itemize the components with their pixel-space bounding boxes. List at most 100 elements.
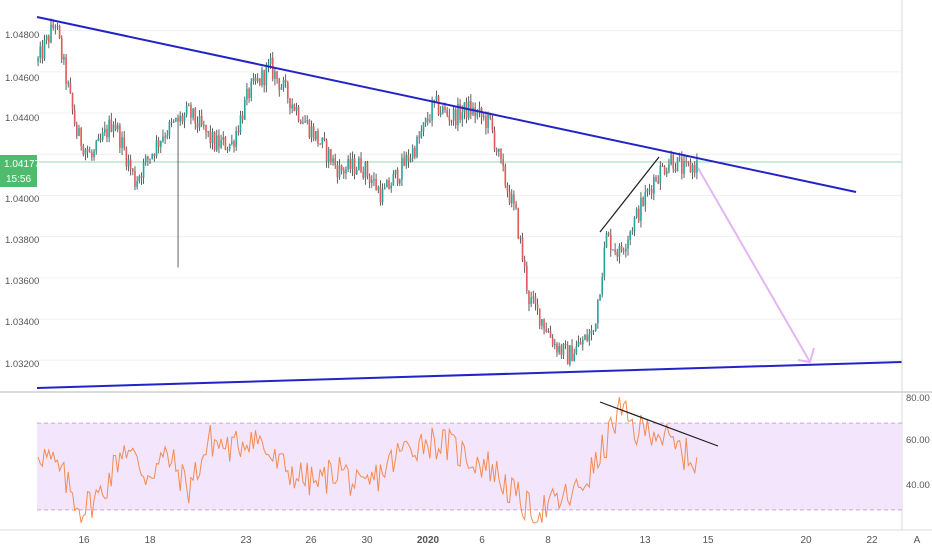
price-tick-7: 1.03600 <box>5 276 39 287</box>
candle-body <box>392 174 395 186</box>
candle-body <box>491 118 494 131</box>
candle-body <box>489 113 492 119</box>
candle-body <box>366 162 369 177</box>
rsi-pane[interactable]: 80.00 60.00 40.00 <box>37 393 930 524</box>
candle-body <box>614 249 616 252</box>
candle-body <box>403 157 405 166</box>
candle-body <box>177 117 179 122</box>
candle-body <box>73 109 76 125</box>
auto-scale-button[interactable]: A <box>914 535 921 546</box>
candle-body <box>175 117 177 122</box>
projection-arrow[interactable] <box>697 167 815 364</box>
candle-body <box>521 237 524 260</box>
candle-body <box>205 125 207 133</box>
rsi-tick-80: 80.00 <box>906 393 930 404</box>
time-tick-15: 15 <box>702 535 714 546</box>
candle-body <box>239 115 242 133</box>
candle-body <box>364 162 367 178</box>
candle-body <box>269 57 272 65</box>
rsi-divergence-line[interactable] <box>599 401 719 447</box>
time-axis[interactable]: 16 18 23 26 30 2020 6 8 13 15 20 22 A <box>0 529 932 546</box>
candle-body <box>345 169 347 174</box>
candle-body <box>127 159 130 167</box>
candlestick-series <box>37 18 698 367</box>
candle-body <box>635 208 638 218</box>
candle-body <box>573 353 576 362</box>
candle-body <box>82 145 85 155</box>
candle-body <box>41 46 44 59</box>
candle-body <box>291 104 293 109</box>
candle-body <box>110 119 113 132</box>
candle-body <box>536 304 539 309</box>
candle-body <box>347 158 349 170</box>
candle-body <box>207 131 209 133</box>
candle-body <box>678 157 681 159</box>
candle-body <box>474 107 476 117</box>
candle-body <box>459 103 461 120</box>
candle-body <box>495 148 498 152</box>
candle-body <box>575 346 578 354</box>
candle-body <box>437 96 440 115</box>
candle-body <box>162 136 164 142</box>
candle-body <box>390 185 393 189</box>
last-price-value: 1.04177 <box>4 159 41 170</box>
lower-trendline[interactable] <box>36 361 903 389</box>
candle-body <box>63 57 65 60</box>
price-gridlines <box>37 30 902 361</box>
time-tick-6: 6 <box>479 535 485 546</box>
candle-body <box>396 169 399 184</box>
candle-body <box>407 154 410 162</box>
candle-body <box>287 82 289 99</box>
candle-body <box>633 217 636 232</box>
candle-body <box>579 341 582 345</box>
candle-body <box>362 171 365 178</box>
trendlines[interactable] <box>36 16 903 389</box>
candle-body <box>534 296 537 305</box>
candle-body <box>151 154 154 159</box>
candle-body <box>556 343 558 353</box>
candle-body <box>276 71 278 79</box>
candle-body <box>45 35 48 41</box>
candle-body <box>592 330 595 332</box>
candle-body <box>282 79 285 88</box>
candle-body <box>88 151 91 153</box>
candle-body <box>200 115 203 125</box>
price-tick-2: 1.04600 <box>5 73 39 84</box>
candle-body <box>192 108 194 118</box>
candle-body <box>327 149 330 162</box>
candle-body <box>224 137 227 150</box>
candle-body <box>670 155 672 165</box>
candle-body <box>213 132 216 151</box>
candle-body <box>463 102 466 113</box>
candle-body <box>69 82 72 94</box>
price-pane[interactable] <box>36 16 903 389</box>
candle-body <box>196 123 199 128</box>
candle-body <box>562 344 565 355</box>
candle-body <box>299 120 302 124</box>
candle-body <box>530 297 532 305</box>
candle-body <box>681 158 683 174</box>
candle-body <box>368 176 371 183</box>
candle-body <box>351 158 354 170</box>
rising-leg-line[interactable] <box>599 156 660 233</box>
candle-body <box>125 148 128 167</box>
candle-body <box>450 120 453 122</box>
candle-body <box>228 144 231 150</box>
projection-arrow-shaft[interactable] <box>697 167 811 363</box>
candle-body <box>594 323 597 332</box>
candle-body <box>183 114 186 122</box>
candle-body <box>235 131 237 147</box>
candle-body <box>349 158 352 170</box>
candle-body <box>220 139 222 148</box>
candle-body <box>91 152 93 158</box>
candle-body <box>420 131 423 138</box>
candle-body <box>429 120 431 122</box>
candle-body <box>683 161 685 174</box>
candle-body <box>310 126 313 138</box>
rsi-band-fill <box>37 423 902 510</box>
candle-body <box>663 166 666 175</box>
projection-arrow-head[interactable] <box>797 347 815 364</box>
candle-body <box>317 131 319 144</box>
upper-trendline[interactable] <box>36 16 857 193</box>
